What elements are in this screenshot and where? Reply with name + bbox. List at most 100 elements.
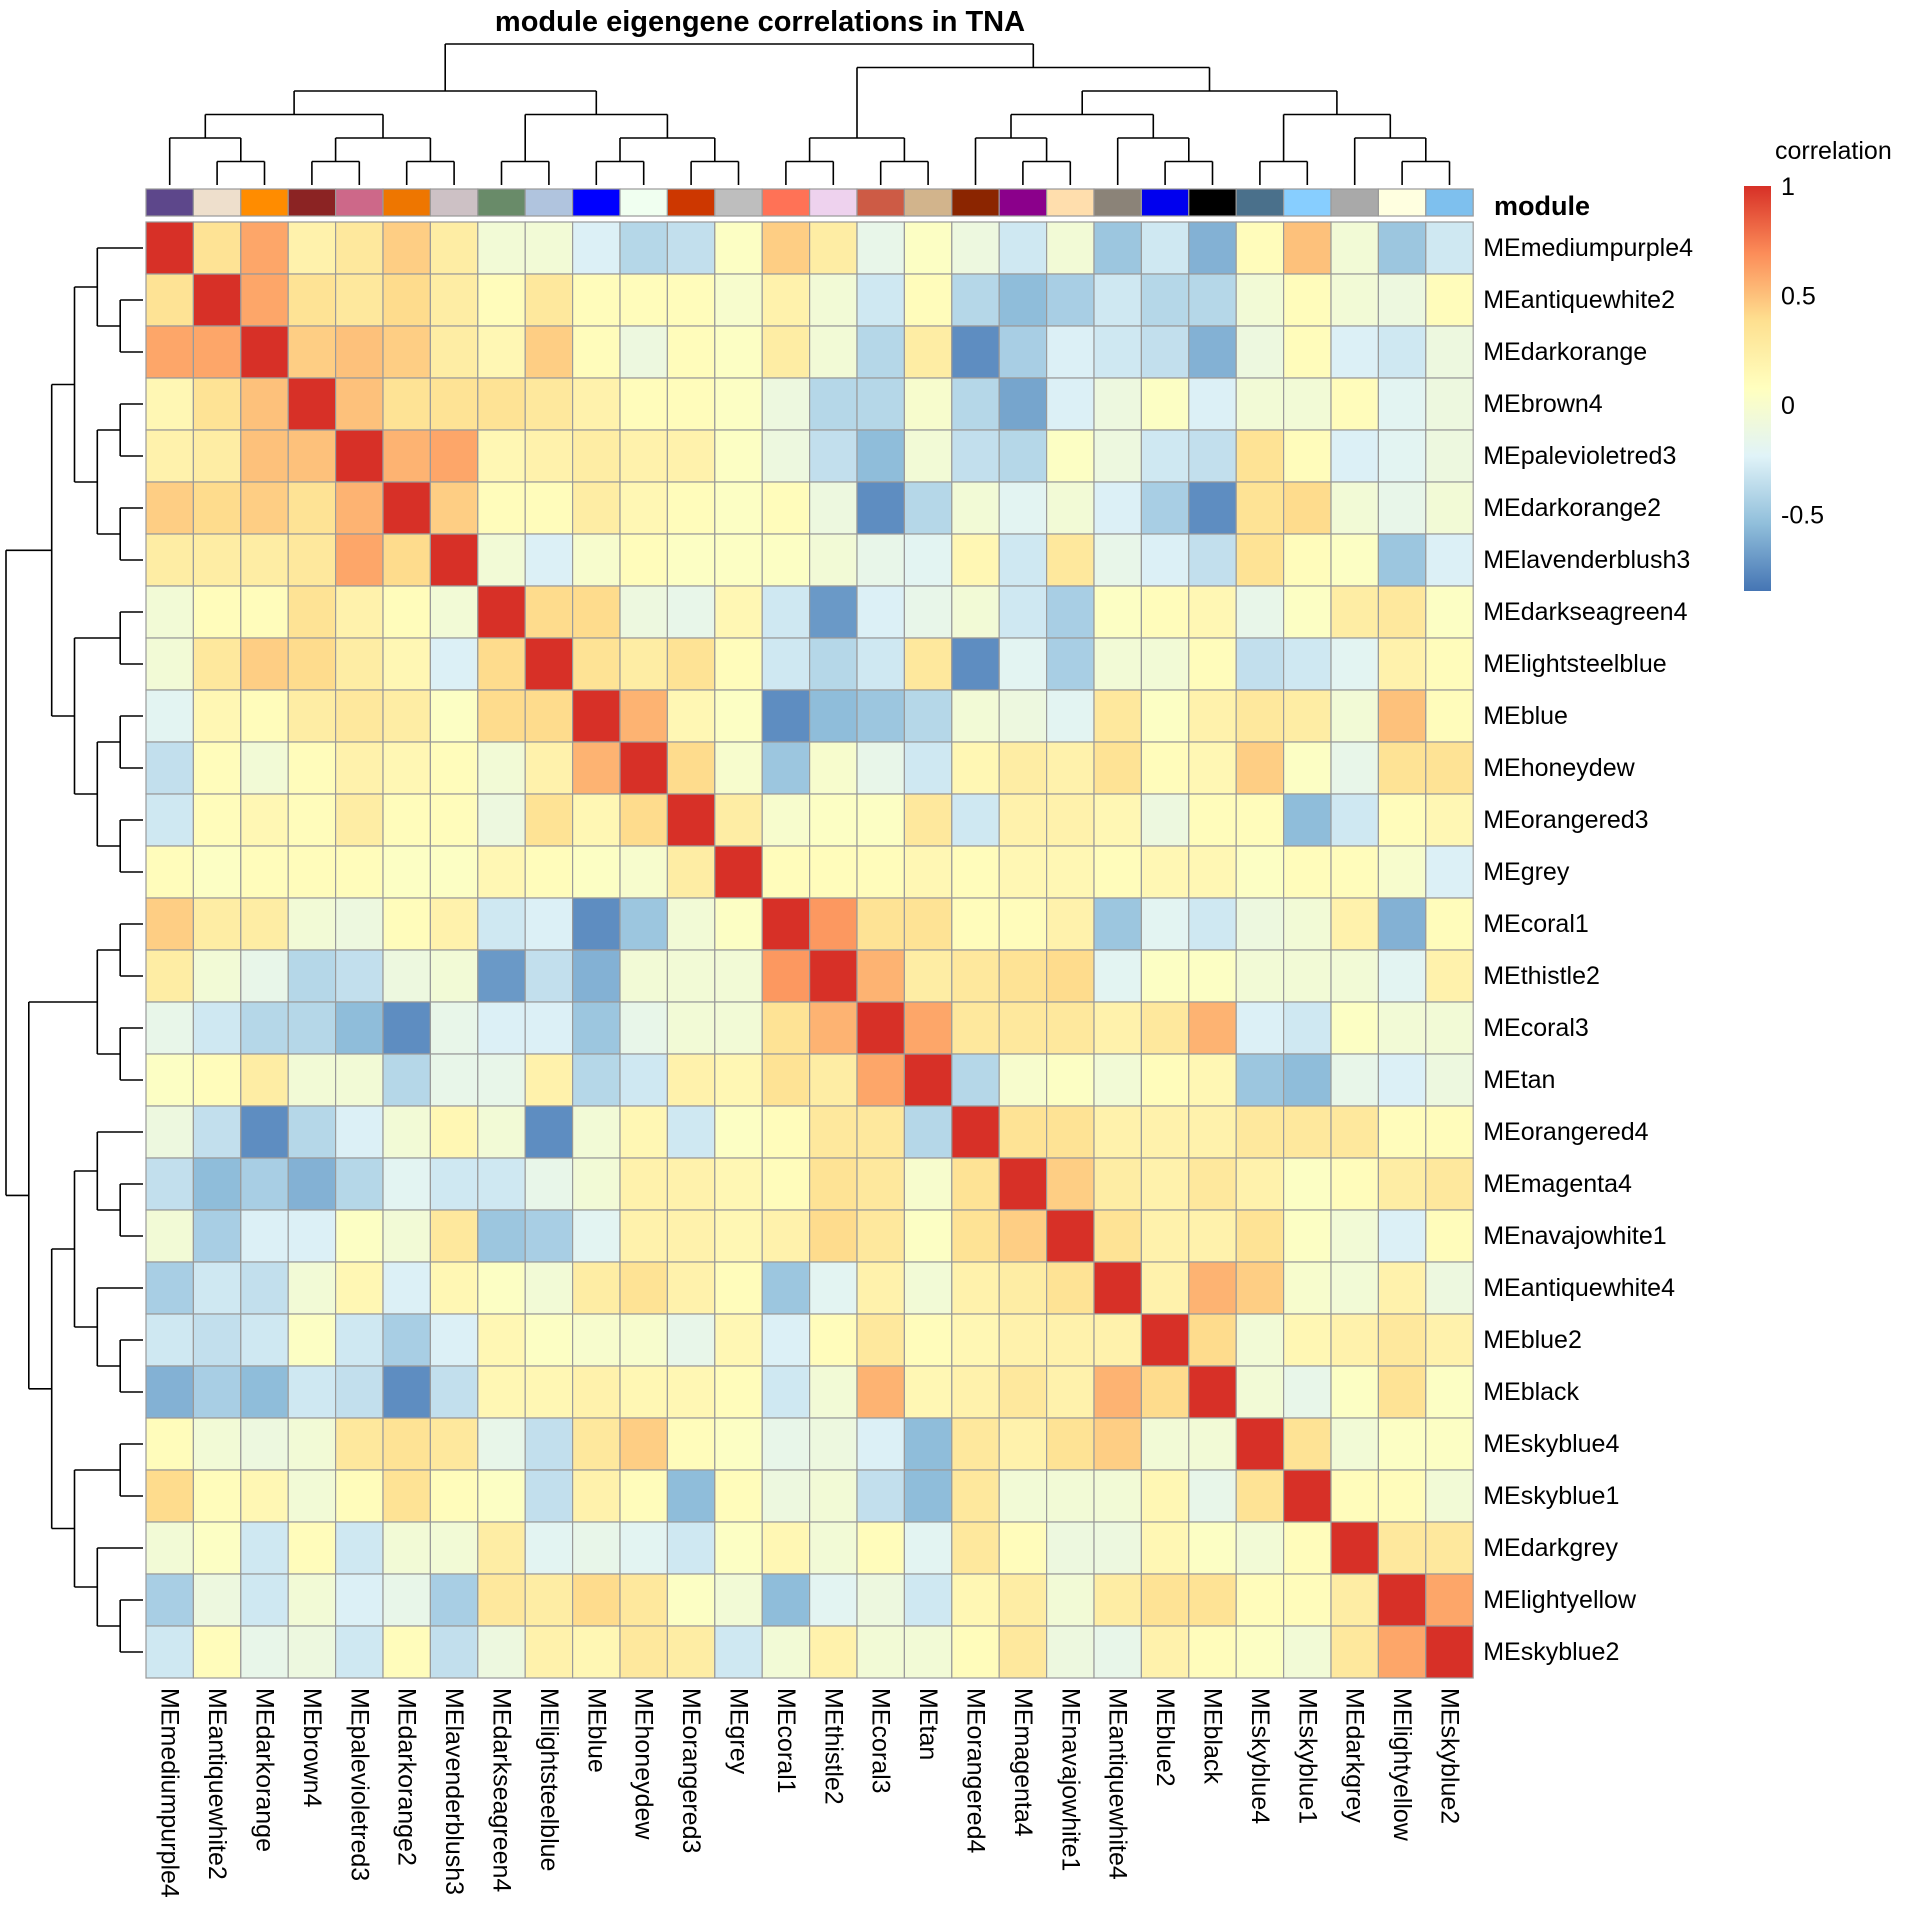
heatmap-cell: [1330, 793, 1380, 847]
dendrogram-branch: [5, 549, 52, 1197]
dendrogram-branch: [28, 1001, 98, 1390]
heatmap-cell: [429, 1417, 479, 1471]
heatmap-cell: [1235, 845, 1285, 899]
heatmap-cell: [192, 1001, 242, 1055]
heatmap-cell: [571, 1209, 621, 1263]
heatmap-cell: [524, 1625, 574, 1679]
heatmap-cell: [1093, 793, 1143, 847]
heatmap-cell: [1377, 533, 1427, 587]
heatmap-cell: [998, 793, 1048, 847]
heatmap-cell: [145, 221, 195, 275]
heatmap-cell: [1188, 273, 1237, 327]
heatmap-cell: [903, 741, 953, 795]
heatmap-cell: [335, 637, 384, 691]
heatmap-cell: [240, 1209, 289, 1263]
heatmap-cell: [1330, 1001, 1380, 1055]
legend-tick-label: 1: [1781, 173, 1795, 201]
heatmap-cell: [429, 585, 479, 639]
heatmap-cell: [619, 897, 669, 951]
heatmap-cell: [951, 1417, 1000, 1471]
heatmap-cell: [1093, 1313, 1143, 1367]
heatmap-cell: [571, 273, 621, 327]
heatmap-cell: [1188, 1053, 1237, 1107]
heatmap-cell: [524, 221, 574, 275]
heatmap-cell: [1045, 221, 1095, 275]
dendrogram-branch: [119, 819, 143, 873]
heatmap-cell: [1377, 377, 1427, 431]
heatmap-cell: [1140, 741, 1190, 795]
column-label: MEdarkorange2: [393, 1688, 421, 1866]
heatmap-cell: [666, 1365, 716, 1419]
heatmap-cell: [666, 585, 716, 639]
heatmap-cell: [761, 325, 811, 379]
heatmap-cell: [240, 1625, 289, 1679]
heatmap-cell: [1235, 1573, 1285, 1627]
heatmap-cell: [524, 637, 574, 691]
heatmap-cell: [761, 1313, 811, 1367]
heatmap-cell: [240, 533, 289, 587]
heatmap-cell: [429, 533, 479, 587]
heatmap-cell: [619, 1313, 669, 1367]
heatmap-cell: [808, 637, 858, 691]
heatmap-cell: [1188, 1261, 1237, 1315]
module-color-swatch: [808, 188, 858, 217]
heatmap-cell: [1425, 845, 1474, 899]
column-labels: MEmediumpurple4 MEantiquewhite2 MEdarkoran…: [156, 1688, 1464, 1898]
heatmap-cell: [1330, 1209, 1380, 1263]
heatmap-cell: [429, 1625, 479, 1679]
heatmap-cell: [477, 1417, 526, 1471]
heatmap-cell: [1093, 949, 1143, 1003]
row-label: MEorangered4: [1483, 1118, 1648, 1146]
column-label: MEskyblue2: [1436, 1688, 1464, 1824]
heatmap-cell: [571, 1313, 621, 1367]
dendrogram-branch: [405, 160, 455, 185]
heatmap-cell: [1140, 481, 1190, 535]
heatmap-cell: [1377, 1625, 1427, 1679]
heatmap-cell: [287, 845, 337, 899]
heatmap-cell: [1188, 377, 1237, 431]
heatmap-cell: [856, 1365, 906, 1419]
heatmap-cell: [903, 897, 953, 951]
row-labels: MEmediumpurple4 MEantiquewhite2 MEdarkoran…: [1483, 234, 1693, 1666]
heatmap-cell: [1377, 845, 1427, 899]
row-label: MEorangered3: [1483, 806, 1648, 834]
heatmap-cell: [666, 1001, 716, 1055]
dendrogram-branch: [119, 507, 143, 561]
heatmap-cell: [808, 1573, 858, 1627]
color-legend: correlation 1 0.5 0 -0.5: [1744, 137, 1892, 591]
heatmap-cell: [1140, 1209, 1190, 1263]
heatmap-cell: [287, 1521, 337, 1575]
heatmap-cell: [524, 1105, 574, 1159]
heatmap-cell: [335, 1469, 384, 1523]
heatmap-cell: [1425, 1625, 1474, 1679]
module-color-swatch: [1045, 188, 1095, 217]
heatmap-cell: [429, 481, 479, 535]
heatmap-cell: [998, 897, 1048, 951]
heatmap-cell: [1235, 533, 1285, 587]
row-label: MEmagenta4: [1483, 1170, 1632, 1198]
heatmap-cell: [1140, 533, 1190, 587]
heatmap-cell: [619, 1157, 669, 1211]
heatmap-cell: [382, 793, 432, 847]
heatmap-cell: [382, 741, 432, 795]
heatmap-cell: [477, 1001, 526, 1055]
heatmap-cell: [666, 1313, 716, 1367]
module-color-swatch: [335, 188, 384, 217]
module-color-swatch: [1282, 188, 1332, 217]
heatmap-cell: [335, 1053, 384, 1107]
heatmap-cell: [335, 1625, 384, 1679]
heatmap-cell: [524, 1053, 574, 1107]
heatmap-cell: [1425, 1157, 1474, 1211]
heatmap-cell: [287, 637, 337, 691]
heatmap-cell: [808, 533, 858, 587]
dendrogram-branch: [119, 611, 143, 665]
heatmap-cell: [240, 1469, 289, 1523]
heatmap-cell: [571, 1157, 621, 1211]
heatmap-cell: [1093, 585, 1143, 639]
heatmap-cell: [714, 1209, 763, 1263]
heatmap-cell: [382, 533, 432, 587]
heatmap-cell: [951, 637, 1000, 691]
heatmap-cell: [1282, 689, 1332, 743]
heatmap-cell: [477, 1365, 526, 1419]
heatmap-cell: [856, 689, 906, 743]
